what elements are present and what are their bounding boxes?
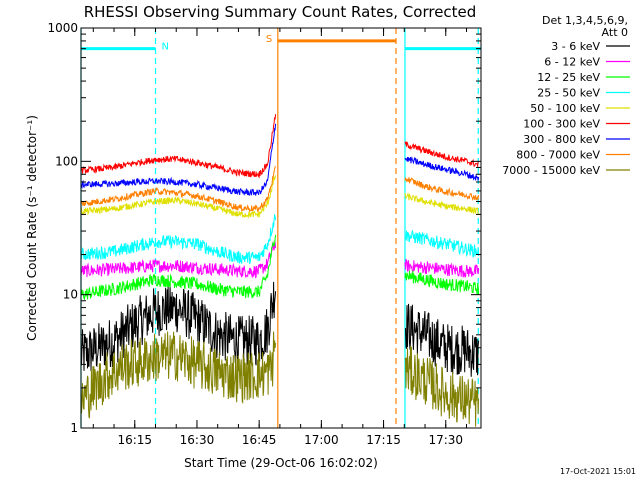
series-line-50-100-kev [80, 175, 480, 220]
plot-frame [80, 27, 482, 429]
series-line-3-6-kev [80, 281, 480, 377]
flag-label-s: S [266, 34, 272, 45]
legend-label-7: 800 - 7000 keV [516, 149, 600, 162]
legend-header-1: Att 0 [602, 26, 628, 39]
series-line-6-12-kev [80, 241, 480, 279]
chart-title: RHESSI Observing Summary Count Rates, Co… [84, 3, 477, 21]
y-tick-label-0: 1 [70, 421, 78, 435]
legend-label-1: 6 - 12 keV [544, 56, 600, 69]
series-line-25-50-kev [80, 214, 480, 265]
generated-timestamp: 17-Oct-2021 15:01 [560, 467, 636, 476]
x-axis-label: Start Time (29-Oct-06 16:02:02) [184, 456, 378, 470]
x-tick-label-3: 17:00 [304, 433, 339, 447]
legend-label-3: 25 - 50 keV [537, 87, 600, 100]
series-line-300-800-kev [80, 123, 480, 197]
data-series [80, 114, 480, 427]
legend-label-0: 3 - 6 keV [551, 40, 600, 53]
series-line-100-300-kev [80, 114, 479, 179]
y-tick-label-2: 100 [55, 154, 78, 168]
x-tick-label-0: 16:15 [117, 433, 152, 447]
flag-label-n: N [161, 42, 168, 53]
series-line-12-25-kev [80, 234, 480, 301]
series-line-800-7000-kev [80, 165, 480, 213]
axes: 16:15 16:30 16:45 17:00 17:15 17:30 1 10 100 1000 [47, 21, 482, 447]
legend-label-5: 100 - 300 keV [523, 118, 600, 131]
y-tick-label-3: 1000 [47, 21, 78, 35]
x-tick-label-2: 16:45 [242, 433, 277, 447]
legend-label-2: 12 - 25 keV [537, 71, 600, 84]
legend-label-8: 7000 - 15000 keV [502, 164, 600, 177]
legend-label-6: 300 - 800 keV [523, 133, 600, 146]
x-tick-label-1: 16:30 [180, 433, 215, 447]
series-line-7000-15000-kev [80, 331, 480, 427]
y-axis-label: Corrected Count Rate (s⁻¹ detector⁻¹) [25, 115, 39, 341]
x-tick-label-5: 17:30 [428, 433, 463, 447]
x-tick-label-4: 17:15 [366, 433, 401, 447]
legend-label-4: 50 - 100 keV [530, 102, 600, 115]
legend: Det 1,3,4,5,6,9,Att 03 - 6 keV 6 - 12 keV… [502, 14, 630, 177]
legend-header-0: Det 1,3,4,5,6,9, [542, 14, 628, 27]
y-tick-label-1: 10 [63, 288, 78, 302]
